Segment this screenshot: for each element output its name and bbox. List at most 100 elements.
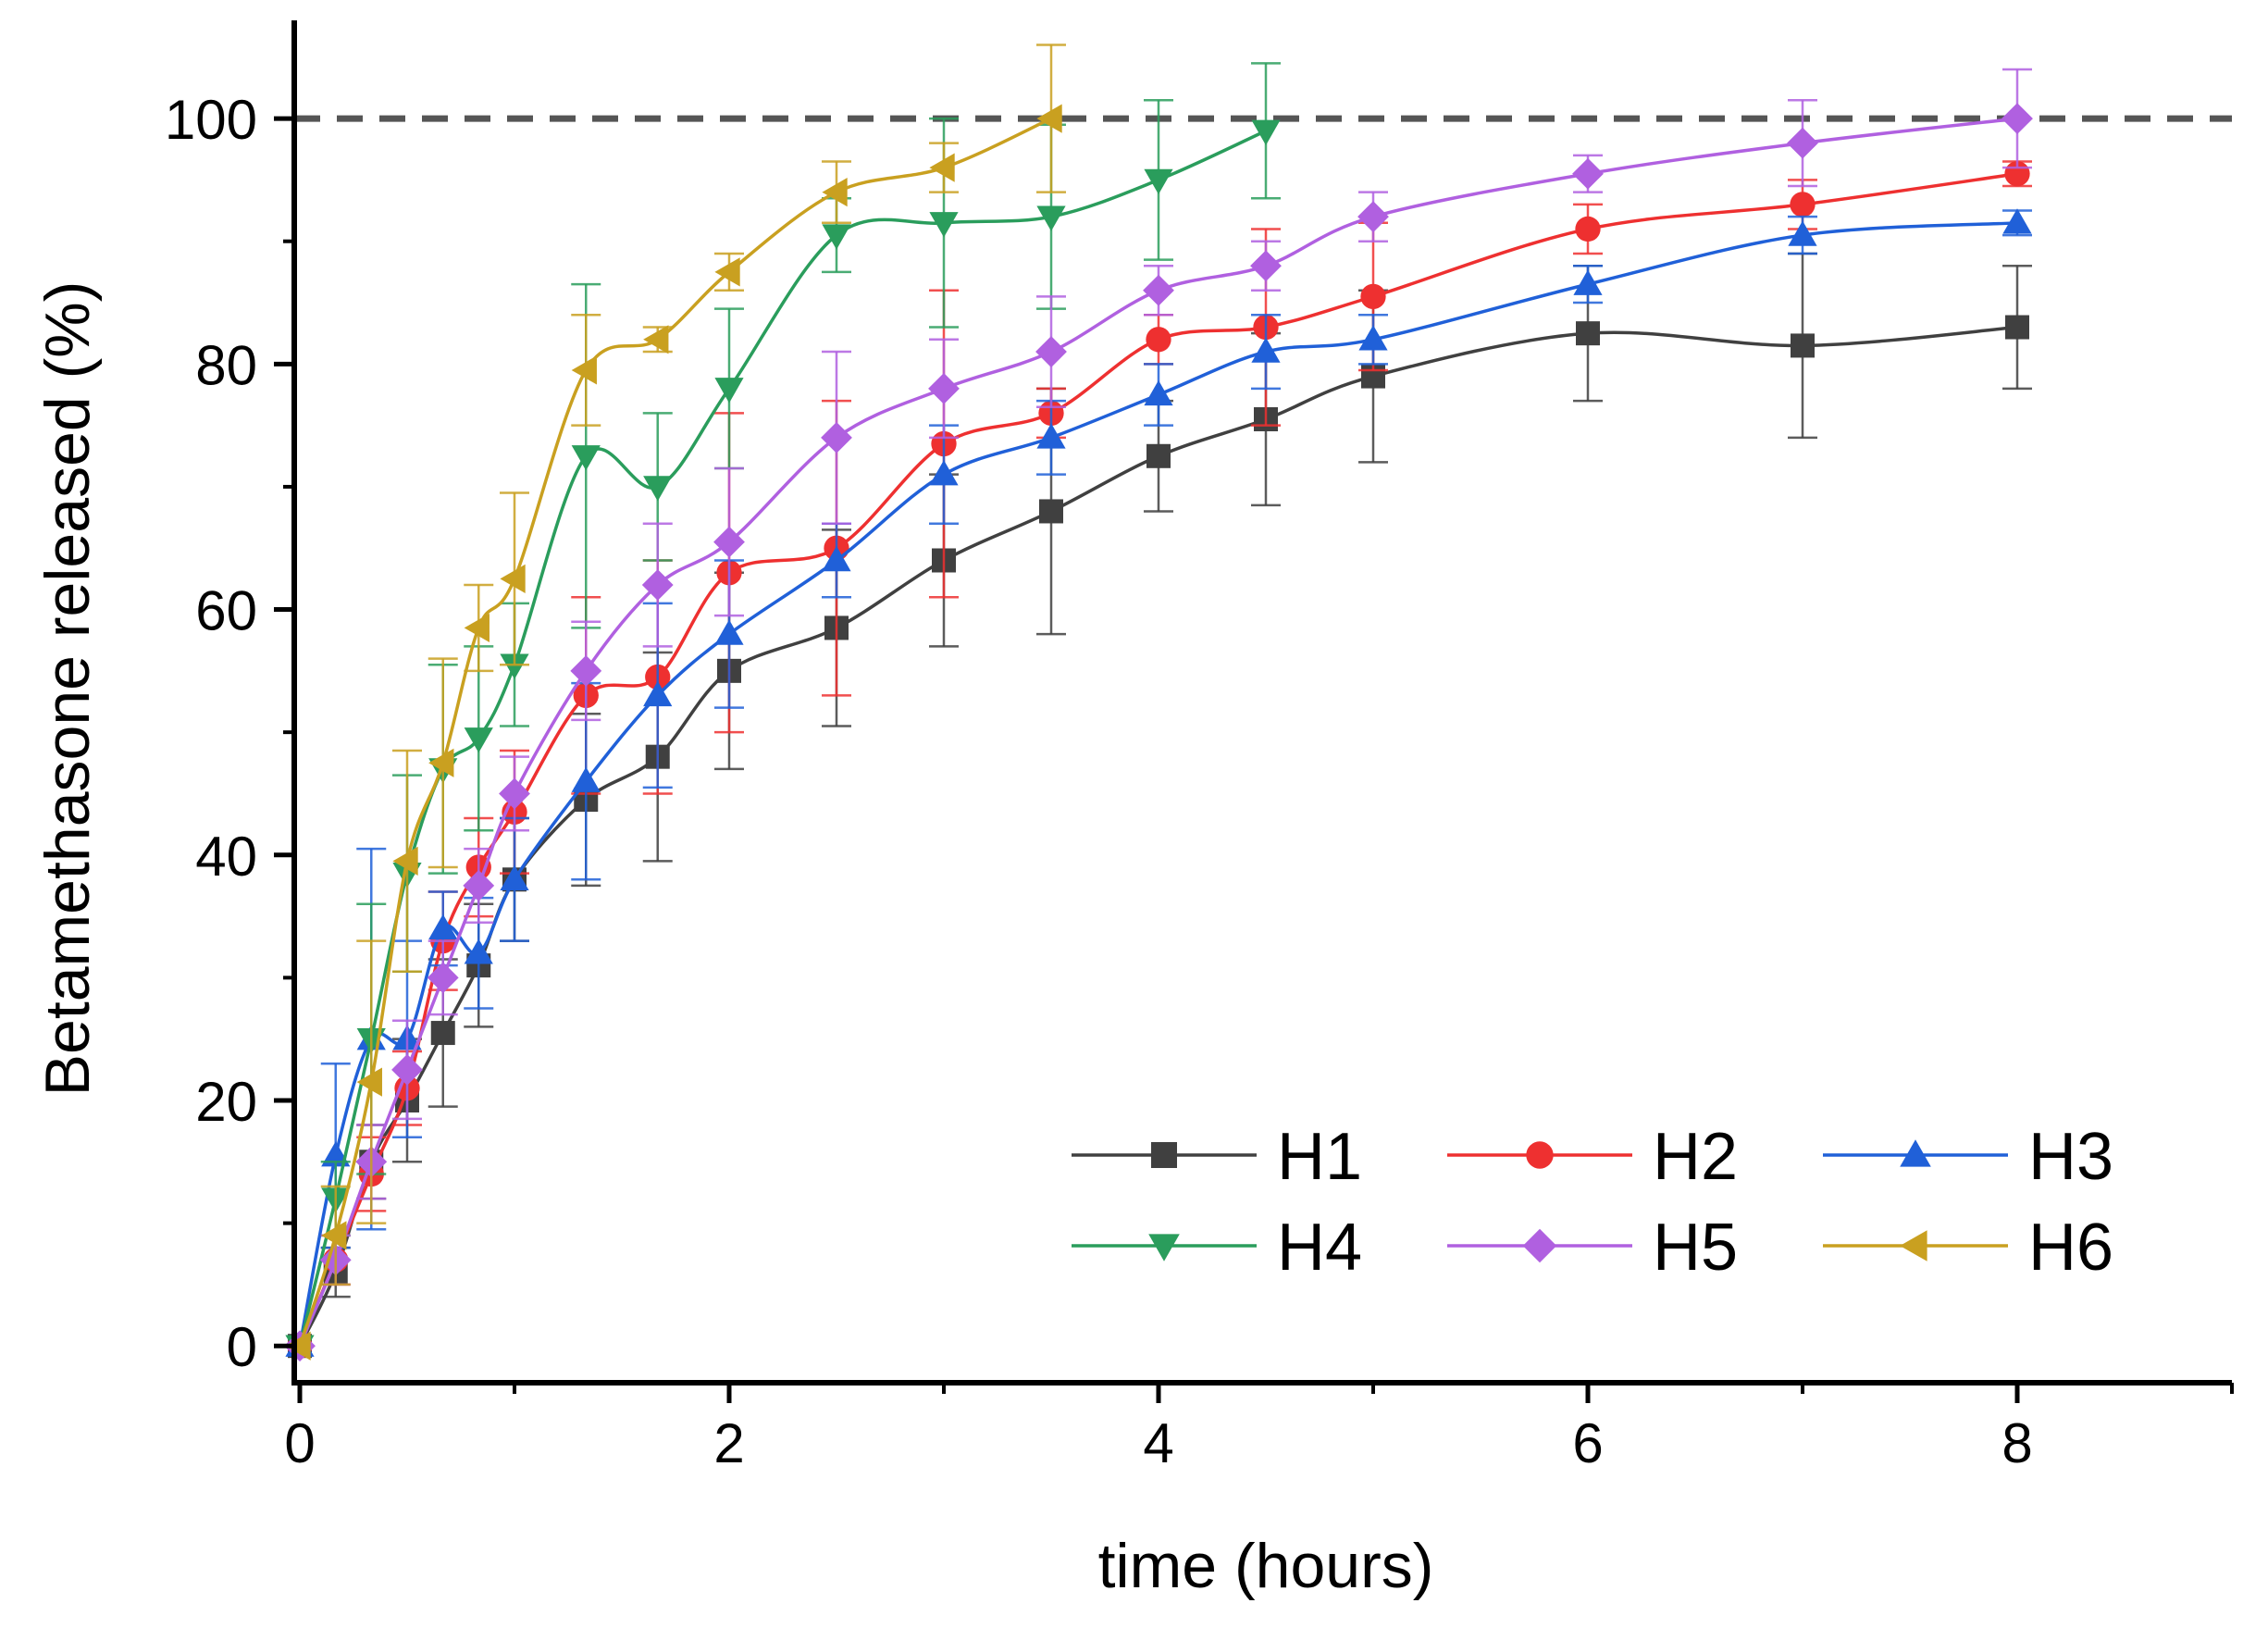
legend-marker <box>1522 1228 1557 1263</box>
data-point-h4 <box>500 653 529 679</box>
data-point-h1 <box>1039 499 1063 524</box>
legend-label: H5 <box>1653 1211 1738 1285</box>
data-point-h6 <box>1036 104 1062 133</box>
data-point-h3 <box>822 545 851 572</box>
data-point-h4 <box>714 378 744 404</box>
series-line-h2 <box>298 172 2018 1347</box>
y-axis-label: Betamethasone released (%) <box>32 281 103 1097</box>
x-tick-label: 2 <box>713 1412 744 1474</box>
data-point-h3 <box>2002 208 2032 234</box>
data-point-h2 <box>1360 283 1386 310</box>
data-point-h5 <box>499 777 530 810</box>
series-layer <box>284 43 2033 1362</box>
data-point-h1 <box>1576 321 1600 346</box>
data-point-h3 <box>643 680 673 707</box>
legend-label: H1 <box>1277 1120 1362 1194</box>
y-tick-label: 60 <box>195 580 257 642</box>
data-point-h5 <box>2002 103 2033 134</box>
x-tick-label: 6 <box>1572 1412 1603 1474</box>
data-point-h2 <box>1790 192 1816 217</box>
legend-label: H4 <box>1277 1211 1362 1285</box>
series-line-h5 <box>298 117 2018 1347</box>
data-point-h5 <box>1787 127 1818 159</box>
data-point-h6 <box>822 178 848 207</box>
legend-item-h4: H4 <box>1072 1211 1362 1285</box>
legend-item-h6: H6 <box>1823 1211 2113 1285</box>
data-point-h5 <box>928 372 960 404</box>
data-point-h4 <box>571 445 601 471</box>
data-point-h5 <box>570 654 602 687</box>
legend-item-h2: H2 <box>1447 1120 1738 1194</box>
data-point-h6 <box>428 748 454 777</box>
data-point-h4 <box>929 212 959 238</box>
data-point-h6 <box>285 1331 311 1361</box>
data-point-h1 <box>430 1021 455 1046</box>
data-point-h6 <box>714 257 740 287</box>
data-point-h5 <box>1035 336 1067 367</box>
data-point-h3 <box>428 913 458 940</box>
data-point-h4 <box>643 476 673 502</box>
legend-label: H3 <box>2028 1120 2113 1194</box>
data-point-h3 <box>1144 379 1173 406</box>
data-point-h6 <box>464 613 490 643</box>
data-point-h5 <box>1357 201 1389 233</box>
legend-item-h5: H5 <box>1447 1211 1738 1285</box>
data-point-h6 <box>500 564 526 593</box>
legend-marker <box>1148 1234 1180 1261</box>
data-point-h6 <box>392 846 418 876</box>
data-point-h3 <box>714 619 744 645</box>
y-tick-label: 80 <box>195 334 257 396</box>
series-h5 <box>284 68 2033 1362</box>
x-axis-label: time (hours) <box>1098 1531 1434 1601</box>
data-point-h3 <box>1036 423 1066 449</box>
data-point-h1 <box>1146 443 1171 468</box>
legend-marker <box>1151 1142 1177 1168</box>
data-point-h3 <box>1251 337 1281 363</box>
legend-item-h1: H1 <box>1072 1120 1362 1194</box>
data-point-h6 <box>321 1221 347 1250</box>
data-point-h5 <box>1250 250 1282 282</box>
data-point-h5 <box>713 526 745 558</box>
data-point-h3 <box>1358 325 1388 351</box>
data-point-h2 <box>1575 216 1601 242</box>
data-point-h5 <box>391 1053 423 1086</box>
data-point-h4 <box>464 727 493 753</box>
x-tick-label: 0 <box>284 1412 315 1474</box>
x-tick-label: 4 <box>1143 1412 1173 1474</box>
data-point-h3 <box>571 766 601 792</box>
legend-label: H6 <box>2028 1211 2113 1285</box>
y-tick-label: 100 <box>165 89 257 151</box>
data-point-h6 <box>929 153 955 182</box>
data-point-h6 <box>643 325 669 354</box>
data-point-h5 <box>1572 157 1604 190</box>
data-point-h4 <box>1036 205 1066 231</box>
data-point-h4 <box>822 224 851 250</box>
data-point-h6 <box>356 1067 382 1097</box>
data-point-h3 <box>464 938 493 964</box>
y-tick-label: 20 <box>195 1071 257 1133</box>
legend-label: H2 <box>1653 1120 1738 1194</box>
data-point-h5 <box>641 569 674 601</box>
x-tick-label: 8 <box>2002 1412 2032 1474</box>
legend-item-h3: H3 <box>1823 1120 2113 1194</box>
data-point-h1 <box>2005 315 2029 340</box>
data-point-h3 <box>500 864 529 890</box>
data-point-h2 <box>1146 327 1171 353</box>
data-point-h4 <box>1144 168 1173 194</box>
data-point-h5 <box>1143 274 1174 306</box>
data-point-h5 <box>463 870 495 901</box>
legend: H1 H2 H3 H4 H5 H6 <box>1072 1120 2113 1285</box>
legend-marker <box>1900 1139 1931 1167</box>
axes-layer: 0 20 40 60 80 100 0 2 4 6 8 <box>165 20 2234 1474</box>
data-point-h3 <box>929 460 959 486</box>
data-point-h3 <box>1788 220 1817 246</box>
legend-marker <box>1526 1141 1554 1169</box>
y-tick-label: 0 <box>227 1316 257 1378</box>
data-point-h5 <box>427 962 459 994</box>
legend-marker <box>1900 1230 1927 1261</box>
y-tick-label: 40 <box>195 826 257 888</box>
data-point-h3 <box>1573 269 1603 295</box>
